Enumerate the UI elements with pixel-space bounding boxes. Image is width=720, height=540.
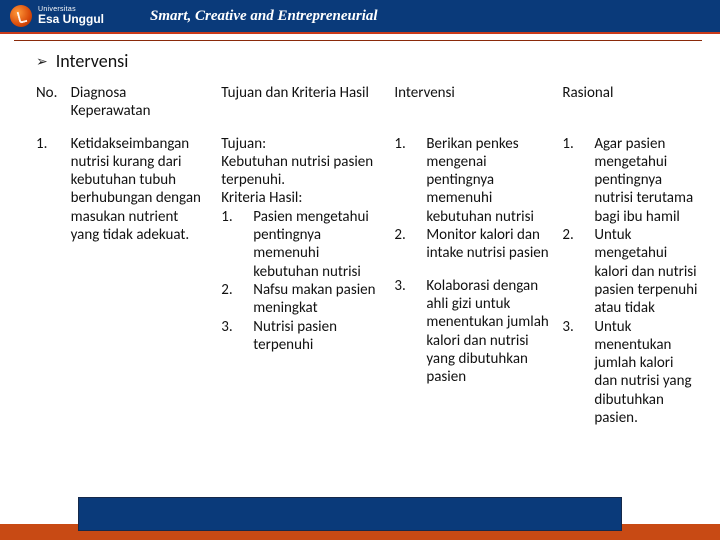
table-row: 1. Ketidakseimbangan nutrisi kurang dari…	[30, 131, 704, 432]
intv-text: Berikan penkes mengenai pentingnya memen…	[416, 135, 550, 226]
kh-text: Nafsu makan pasien meningkat	[243, 281, 382, 318]
divider-line	[14, 40, 702, 41]
cell-rat: 1. Agar pasien mengetahui pentingnya nut…	[556, 131, 704, 432]
tagline: Smart, Creative and Entrepreneurial	[150, 8, 378, 25]
kh-text: Pasien mengetahui pentingnya memenuhi ke…	[243, 208, 382, 281]
spacer	[394, 263, 550, 277]
cell-intv: 1. Berikan penkes mengenai pentingnya me…	[388, 131, 556, 432]
logo-icon	[10, 5, 32, 27]
slide-content: ➢ Intervensi No. Diagnosa Keperawatan Tu…	[0, 34, 720, 431]
logo-text: Universitas Esa Unggul	[38, 6, 104, 26]
table-header-row: No. Diagnosa Keperawatan Tujuan dan Krit…	[30, 80, 704, 131]
nursing-table: No. Diagnosa Keperawatan Tujuan dan Krit…	[30, 80, 704, 431]
header-bar: Universitas Esa Unggul Smart, Creative a…	[0, 0, 720, 34]
rat-num: 1.	[562, 135, 584, 226]
intv-text: Kolaborasi dengan ahli gizi untuk menent…	[416, 277, 550, 387]
rat-text: Agar pasien mengetahui pentingnya nutris…	[584, 135, 698, 226]
rat-text: Untuk menentukan jumlah kalori dan nutri…	[584, 318, 698, 428]
rat-num: 3.	[562, 318, 584, 428]
intv-item: 3. Kolaborasi dengan ahli gizi untuk men…	[394, 277, 550, 387]
section-bullet: ➢ Intervensi	[36, 50, 704, 72]
intv-num: 3.	[394, 277, 416, 387]
footer-panel	[78, 497, 622, 531]
rat-item: 3. Untuk menentukan jumlah kalori dan nu…	[562, 318, 698, 428]
kh-item: 3. Nutrisi pasien terpenuhi	[221, 318, 382, 355]
kh-item: 1. Pasien mengetahui pentingnya memenuhi…	[221, 208, 382, 281]
kh-item: 2. Nafsu makan pasien meningkat	[221, 281, 382, 318]
kh-label: Kriteria Hasil:	[221, 189, 382, 207]
cell-no: 1.	[30, 131, 65, 432]
rat-num: 2.	[562, 226, 584, 317]
intv-item: 1. Berikan penkes mengenai pentingnya me…	[394, 135, 550, 226]
col-rat: Rasional	[556, 80, 704, 131]
kh-num: 3.	[221, 318, 243, 355]
kh-text: Nutrisi pasien terpenuhi	[243, 318, 382, 355]
goal-label: Tujuan:	[221, 135, 382, 153]
logo-brand: Esa Unggul	[38, 13, 104, 26]
section-title: Intervensi	[56, 50, 129, 72]
goal-text: Kebutuhan nutrisi pasien terpenuhi.	[221, 153, 382, 190]
col-dx: Diagnosa Keperawatan	[65, 80, 216, 131]
rat-item: 1. Agar pasien mengetahui pentingnya nut…	[562, 135, 698, 226]
cell-goal: Tujuan: Kebutuhan nutrisi pasien terpenu…	[215, 131, 388, 432]
kh-num: 2.	[221, 281, 243, 318]
intv-num: 1.	[394, 135, 416, 226]
intv-text: Monitor kalori dan intake nutrisi pasien	[416, 226, 550, 263]
intv-item: 2. Monitor kalori dan intake nutrisi pas…	[394, 226, 550, 263]
rat-text: Untuk mengetahui kalori dan nutrisi pasi…	[584, 226, 698, 317]
kh-num: 1.	[221, 208, 243, 281]
rat-item: 2. Untuk mengetahui kalori dan nutrisi p…	[562, 226, 698, 317]
logo: Universitas Esa Unggul	[0, 5, 130, 27]
chevron-right-icon: ➢	[36, 53, 48, 70]
col-goal: Tujuan dan Kriteria Hasil	[215, 80, 388, 131]
col-no: No.	[30, 80, 65, 131]
col-intv: Intervensi	[388, 80, 556, 131]
footer	[0, 490, 720, 540]
intv-num: 2.	[394, 226, 416, 263]
cell-dx: Ketidakseimbangan nutrisi kurang dari ke…	[65, 131, 216, 432]
